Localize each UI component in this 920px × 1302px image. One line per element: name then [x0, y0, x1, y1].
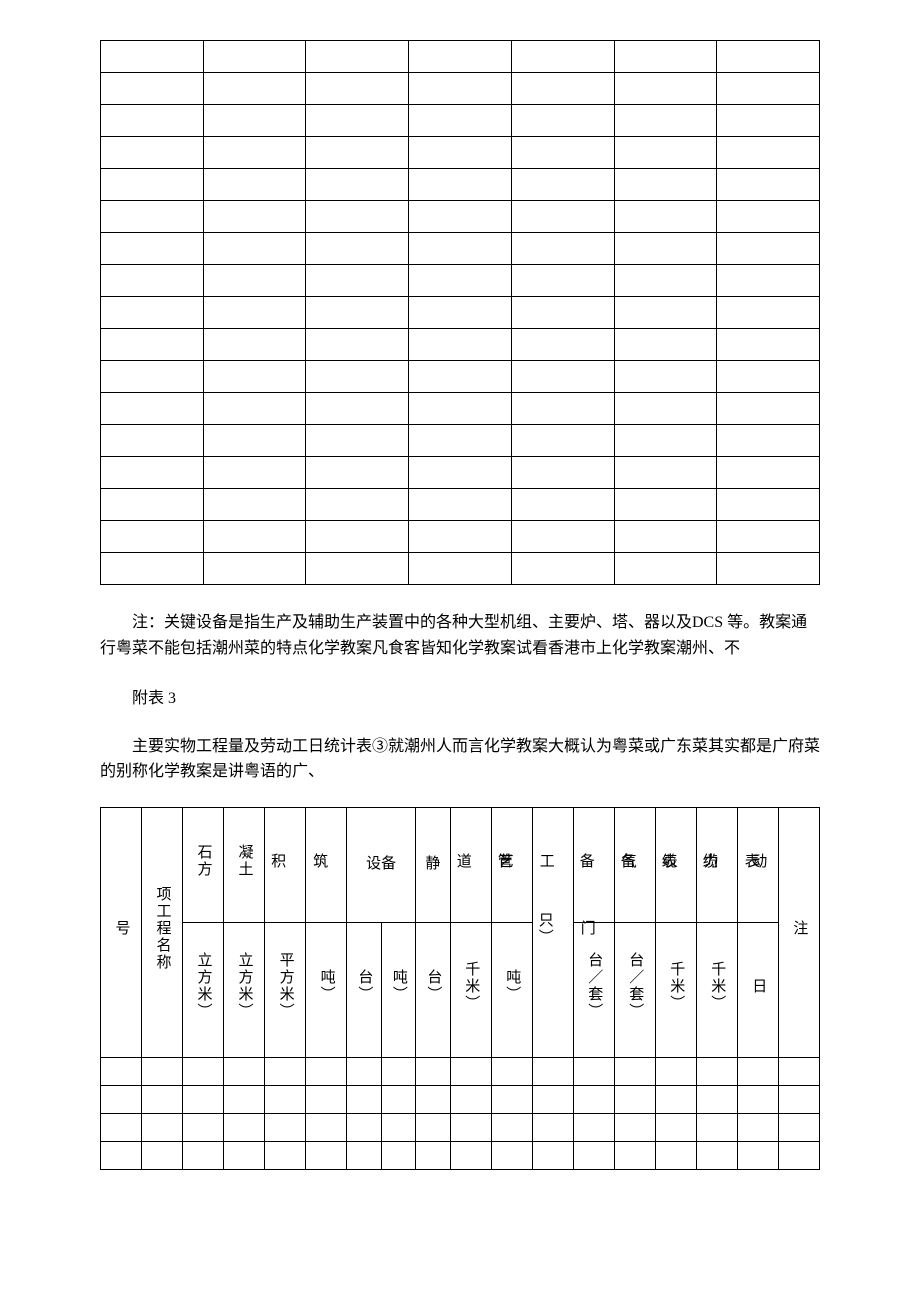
- col-unit: 立方米）: [193, 952, 214, 1020]
- table-row: [101, 105, 820, 137]
- subtitle-text: 主要实物工程量及劳动工日统计表③就潮州人而言化学教案大概认为粤菜或广东菜其实都是…: [100, 734, 820, 785]
- table-row: [101, 201, 820, 233]
- col-header: 号: [111, 920, 132, 937]
- table-row: [101, 489, 820, 521]
- table1-body: [101, 41, 820, 585]
- table-row: [101, 1113, 820, 1141]
- col-unit: 吨）: [501, 969, 522, 1003]
- appendix-label: 附表 3: [100, 686, 820, 712]
- table-row: [101, 425, 820, 457]
- table-row: [101, 457, 820, 489]
- table-row: [101, 233, 820, 265]
- col-unit: 台）: [422, 969, 443, 1003]
- col-header: 静: [425, 856, 440, 872]
- col-unit: 立方米）: [234, 952, 255, 1020]
- col-unit: 台）: [353, 969, 374, 1003]
- table-row: [101, 265, 820, 297]
- table-row: [101, 73, 820, 105]
- table2-header-row1: 号 项工程名称 石方 凝土 筑积 设备 静 艺道 工管 门只） 气备 表备 力缆…: [101, 807, 820, 922]
- table-row: [101, 297, 820, 329]
- table2-header-row2: 立方米） 立方米） 平方米） 吨） 台） 吨） 台） 千米） 吨） 台／套） 台…: [101, 922, 820, 1057]
- col-unit: 吨）: [316, 969, 337, 1003]
- col-header: 石方: [193, 844, 214, 878]
- table-row: [101, 1141, 820, 1169]
- col-header: 动: [747, 853, 768, 870]
- col-header: 项工程名称: [152, 886, 173, 971]
- table-row: [101, 361, 820, 393]
- table-row: [101, 329, 820, 361]
- table-row: [101, 1085, 820, 1113]
- col-unit: 台／套）: [583, 952, 604, 1020]
- col-header: 筑积: [266, 853, 329, 870]
- col-header: 门只）: [534, 912, 597, 946]
- note-text: 注：关键设备是指生产及辅助生产装置中的各种大型机组、主要炉、塔、器以及DCS 等…: [100, 610, 820, 661]
- table-row: [101, 521, 820, 553]
- col-unit: 千米）: [706, 961, 727, 1012]
- col-unit: 平方米）: [275, 952, 296, 1020]
- table-row: [101, 41, 820, 73]
- table-row: [101, 1057, 820, 1085]
- col-unit: 台／套）: [624, 952, 645, 1020]
- col-header: 凝土: [234, 844, 255, 878]
- col-unit: 千米）: [665, 961, 686, 1012]
- col-unit: 吨）: [388, 969, 409, 1003]
- col-header: 注: [788, 920, 809, 937]
- col-header: 设备: [366, 856, 396, 872]
- table-row: [101, 393, 820, 425]
- col-unit: 日: [747, 978, 768, 995]
- statistics-table: 号 项工程名称 石方 凝土 筑积 设备 静 艺道 工管 门只） 气备 表备 力缆…: [100, 807, 820, 1170]
- table-row: [101, 137, 820, 169]
- col-unit: 千米）: [460, 961, 481, 1012]
- table-row: [101, 553, 820, 585]
- table-row: [101, 169, 820, 201]
- equipment-table: [100, 40, 820, 585]
- col-header: 工管: [493, 853, 556, 870]
